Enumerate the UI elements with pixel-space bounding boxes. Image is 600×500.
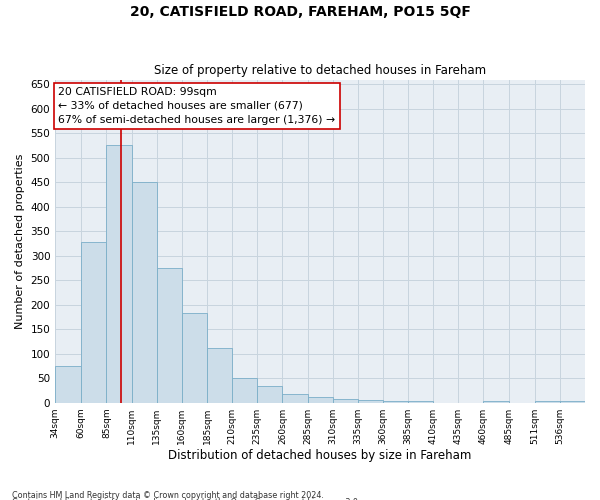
Bar — [560, 401, 585, 402]
Bar — [535, 401, 560, 402]
Text: Contains public sector information licensed under the Open Government Licence v3: Contains public sector information licen… — [12, 498, 361, 500]
Bar — [332, 399, 358, 402]
Text: 20, CATISFIELD ROAD, FAREHAM, PO15 5QF: 20, CATISFIELD ROAD, FAREHAM, PO15 5QF — [130, 5, 470, 19]
Bar — [157, 268, 182, 402]
Bar — [283, 394, 308, 402]
Bar — [308, 397, 332, 402]
Bar — [182, 312, 207, 402]
Bar — [257, 386, 283, 402]
Bar — [484, 401, 509, 402]
Bar — [232, 378, 257, 402]
Bar — [207, 348, 232, 403]
Bar — [82, 242, 106, 402]
Bar — [408, 401, 433, 402]
X-axis label: Distribution of detached houses by size in Fareham: Distribution of detached houses by size … — [169, 450, 472, 462]
Bar — [106, 144, 131, 402]
Bar — [383, 401, 408, 402]
Text: 20 CATISFIELD ROAD: 99sqm
← 33% of detached houses are smaller (677)
67% of semi: 20 CATISFIELD ROAD: 99sqm ← 33% of detac… — [58, 87, 335, 125]
Text: Contains HM Land Registry data © Crown copyright and database right 2024.: Contains HM Land Registry data © Crown c… — [12, 490, 324, 500]
Bar — [358, 400, 383, 402]
Bar — [131, 182, 157, 402]
Title: Size of property relative to detached houses in Fareham: Size of property relative to detached ho… — [154, 64, 486, 77]
Bar — [55, 366, 82, 403]
Y-axis label: Number of detached properties: Number of detached properties — [15, 154, 25, 329]
